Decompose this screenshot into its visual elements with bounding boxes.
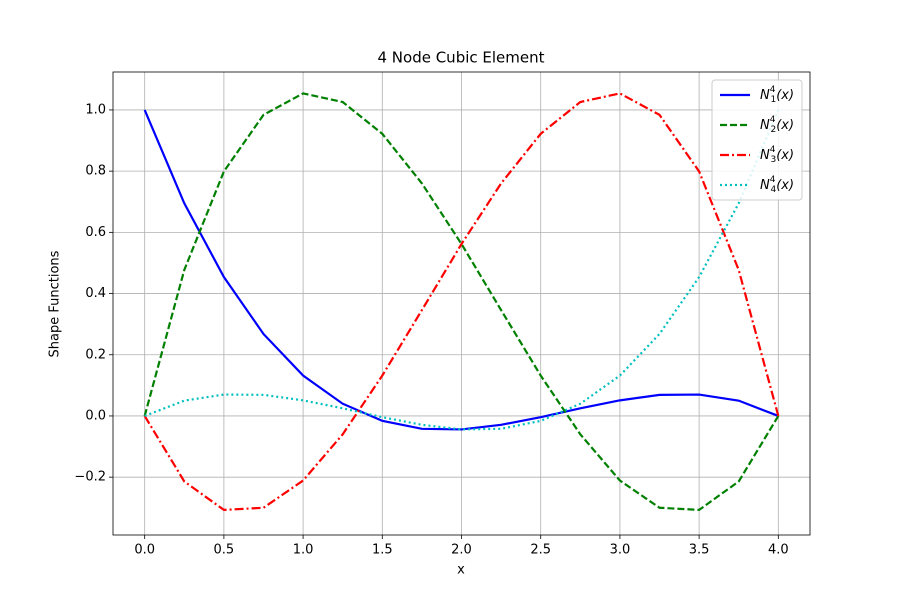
x-tick-label: 4.0 (768, 543, 789, 558)
series-line (143, 92, 780, 512)
y-axis-label: Shape Functions (48, 250, 63, 357)
series-line (144, 109, 780, 431)
x-tick-label: 0.5 (214, 543, 235, 558)
x-tick-label: 0.0 (134, 543, 155, 558)
x-axis-label: x (457, 563, 465, 578)
x-tick-label: 1.5 (372, 543, 393, 558)
y-tick-label: −0.2 (74, 470, 106, 485)
x-tick-label: 2.0 (451, 543, 472, 558)
legend-box (711, 79, 803, 201)
series-line (143, 109, 779, 431)
legend-label: N4 4(x) (760, 175, 794, 195)
x-tick-label: 3.0 (610, 543, 631, 558)
y-tick-label: 0.2 (85, 347, 106, 362)
legend-label: N4 3(x) (760, 145, 794, 165)
y-tick-label: 0.4 (85, 286, 106, 301)
legend-label: N4 2(x) (760, 115, 794, 135)
legend-label: N4 1(x) (760, 85, 794, 105)
y-tick-label: 1.0 (85, 102, 106, 117)
chart-title: 4 Node Cubic Element (377, 49, 544, 67)
x-tick-label: 3.5 (689, 543, 710, 558)
plot-area: 0.0 0.5 1.0 1.5 2.0 2.5 3.0 3.5 4.0 −0.2 0.0 0.2 0.4… (74, 71, 811, 558)
y-tick-label: 0.8 (85, 164, 106, 179)
x-tick-label: 1.0 (293, 543, 314, 558)
x-tick-label: 2.5 (530, 543, 551, 558)
y-tick-label: 0.0 (85, 408, 106, 423)
legend: N4 1(x) N4 2(x) N4 3(x) N4 4(x) (711, 79, 803, 201)
y-tick-label: 0.6 (85, 225, 106, 240)
series-line (143, 92, 780, 512)
axes-frame (112, 71, 811, 536)
